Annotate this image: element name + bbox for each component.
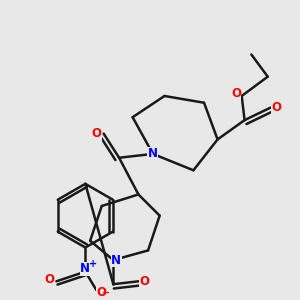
Text: N: N bbox=[80, 262, 90, 275]
Text: O: O bbox=[96, 286, 106, 299]
Text: N: N bbox=[148, 147, 158, 161]
Text: O: O bbox=[272, 101, 281, 114]
Text: −: − bbox=[102, 287, 110, 297]
Text: O: O bbox=[231, 87, 241, 100]
Text: O: O bbox=[139, 275, 149, 288]
Text: O: O bbox=[44, 273, 54, 286]
Text: +: + bbox=[88, 260, 97, 269]
Text: O: O bbox=[92, 127, 101, 140]
Text: N: N bbox=[111, 254, 121, 267]
